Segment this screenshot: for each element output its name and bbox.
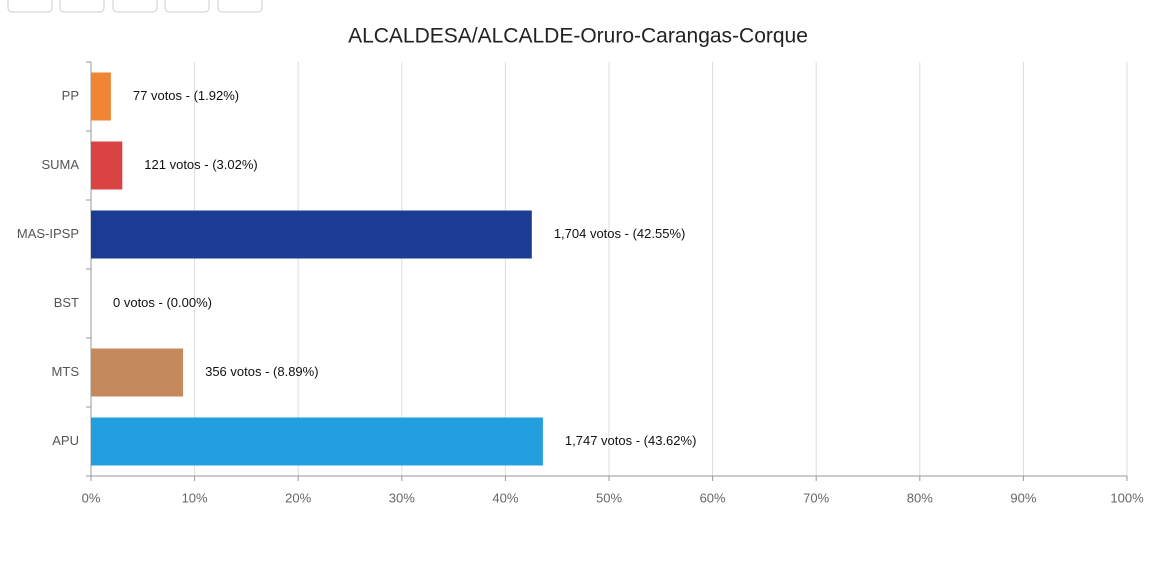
x-tick-label: 30% (389, 490, 415, 505)
value-label: 121 votos - (3.02%) (144, 157, 257, 172)
bar (91, 72, 111, 121)
bar (91, 141, 123, 190)
value-label: 0 votos - (0.00%) (113, 295, 212, 310)
x-tick-label: 90% (1010, 490, 1036, 505)
x-tick-label: 20% (285, 490, 311, 505)
value-label: 1,704 votos - (42.55%) (554, 226, 686, 241)
bar (91, 417, 543, 466)
tool-button[interactable] (7, 0, 53, 13)
value-label: 77 votos - (1.92%) (133, 88, 239, 103)
tool-button[interactable] (112, 0, 158, 13)
chart-title: ALCALDESA/ALCALDE-Oruro-Carangas-Corque (348, 25, 808, 48)
bar (91, 348, 184, 397)
x-tick-label: 60% (700, 490, 726, 505)
x-tick-label: 50% (596, 490, 622, 505)
y-tick-label: APU (52, 433, 79, 448)
y-tick-label: PP (62, 88, 79, 103)
x-tick-label: 100% (1110, 490, 1144, 505)
x-tick-label: 70% (803, 490, 829, 505)
bar (91, 210, 532, 259)
tool-button[interactable] (59, 0, 105, 13)
value-label: 1,747 votos - (43.62%) (565, 433, 697, 448)
x-tick-label: 10% (182, 490, 208, 505)
y-tick-label: BST (54, 295, 79, 310)
y-tick-label: MTS (52, 364, 80, 379)
tool-button[interactable] (217, 0, 263, 13)
value-label: 356 votos - (8.89%) (205, 364, 318, 379)
y-tick-label: SUMA (41, 157, 79, 172)
x-tick-label: 80% (907, 490, 933, 505)
x-tick-label: 0% (82, 490, 101, 505)
x-tick-label: 40% (492, 490, 518, 505)
toolbar (7, 0, 263, 13)
y-tick-label: MAS-IPSP (17, 226, 79, 241)
tool-button[interactable] (164, 0, 210, 13)
